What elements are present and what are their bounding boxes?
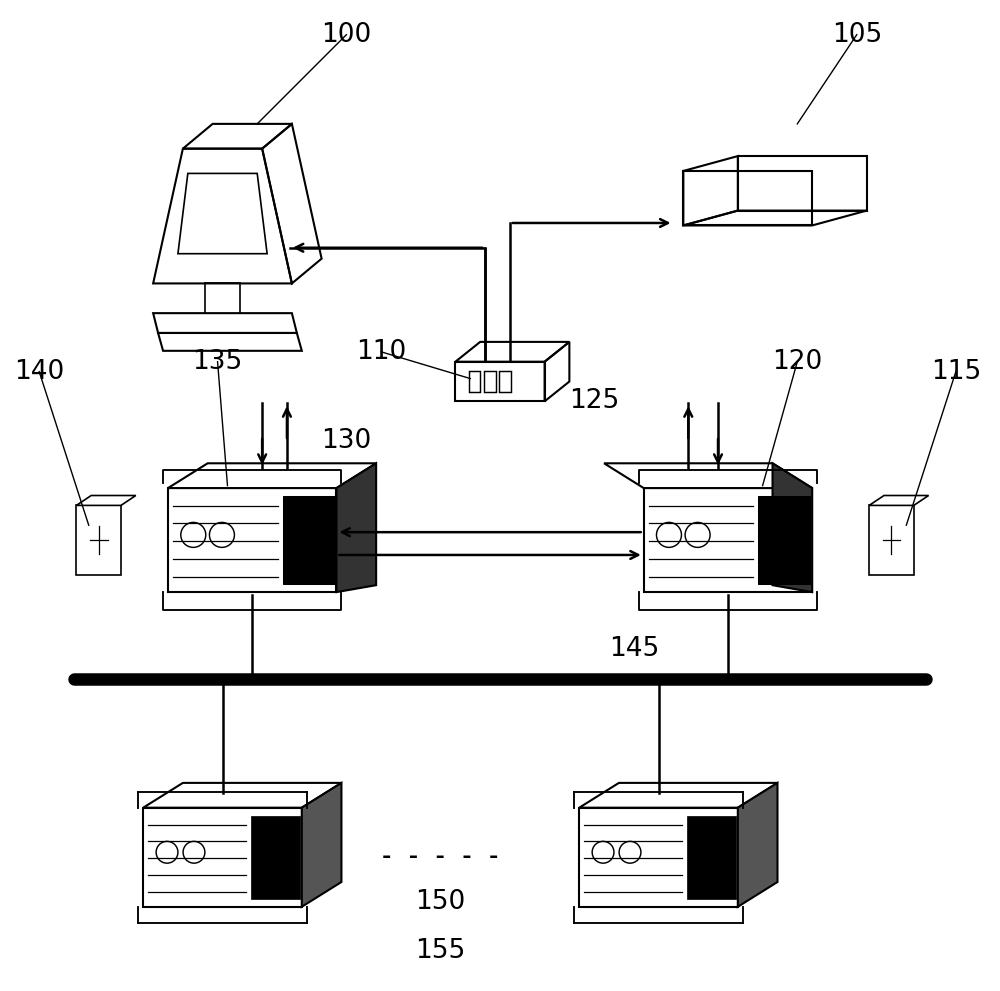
Text: 140: 140 [14,359,64,385]
Bar [469,371,480,392]
Polygon shape [773,463,812,592]
Polygon shape [168,488,336,592]
Text: 100: 100 [321,22,372,48]
Polygon shape [251,816,300,899]
Polygon shape [143,783,341,808]
Polygon shape [738,783,777,907]
Text: 145: 145 [609,636,659,662]
Polygon shape [579,808,738,907]
Text: 150: 150 [415,889,466,915]
Text: 155: 155 [415,938,466,964]
Text: 120: 120 [772,349,822,375]
Polygon shape [604,463,812,488]
Bar [484,371,496,392]
Text: 105: 105 [832,22,882,48]
Text: - - - - -: - - - - - [380,847,501,867]
Text: 135: 135 [192,349,243,375]
Polygon shape [869,496,929,505]
Polygon shape [869,505,914,575]
Polygon shape [687,816,736,899]
Polygon shape [143,808,302,907]
Polygon shape [302,783,341,907]
Polygon shape [283,496,335,584]
Bar [499,371,511,392]
Polygon shape [336,463,376,592]
Polygon shape [76,496,136,505]
Text: 110: 110 [356,339,406,365]
Polygon shape [168,463,376,488]
Polygon shape [644,488,812,592]
Text: 125: 125 [569,388,619,414]
Text: 115: 115 [931,359,981,385]
Polygon shape [758,496,810,584]
Text: 130: 130 [321,428,372,454]
Polygon shape [579,783,777,808]
Polygon shape [76,505,121,575]
